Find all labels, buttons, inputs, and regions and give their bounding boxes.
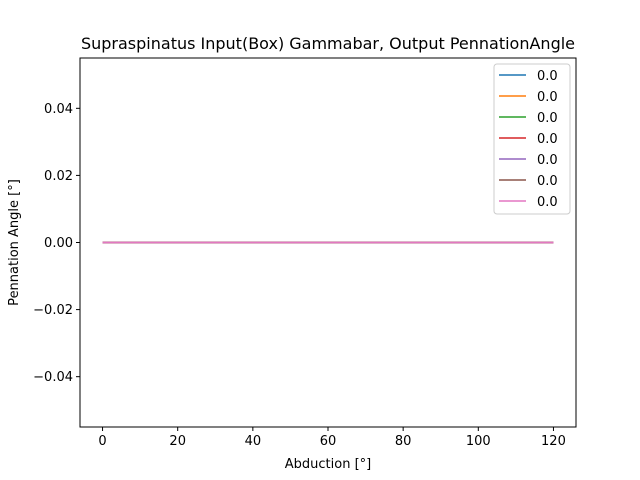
- y-axis-label: Pennation Angle [°]: [7, 179, 22, 306]
- x-tick-label: 20: [169, 434, 186, 449]
- legend-label: 0.0: [537, 111, 558, 126]
- y-tick-label: −0.04: [33, 370, 73, 385]
- y-tick-label: 0.02: [44, 169, 73, 184]
- legend-label: 0.0: [537, 132, 558, 147]
- x-tick-label: 40: [245, 434, 262, 449]
- legend-label: 0.0: [537, 195, 558, 210]
- y-tick-label: −0.02: [33, 303, 73, 318]
- legend-label: 0.0: [537, 69, 558, 84]
- x-tick-label: 60: [320, 434, 337, 449]
- x-tick-label: 0: [98, 434, 106, 449]
- legend: 0.0 0.0 0.0 0.0 0.0 0.0 0.0: [493, 63, 571, 215]
- x-tick-label: 80: [395, 434, 412, 449]
- legend-label: 0.0: [537, 153, 558, 168]
- y-tick-label: 0.04: [44, 102, 73, 117]
- x-tick-label: 100: [466, 434, 491, 449]
- y-axis: −0.04 −0.02 0.00 0.02 0.04: [33, 102, 80, 385]
- legend-label: 0.0: [537, 174, 558, 189]
- chart-title: Supraspinatus Input(Box) Gammabar, Outpu…: [81, 34, 575, 53]
- y-tick-label: 0.00: [44, 236, 73, 251]
- x-tick-label: 120: [541, 434, 566, 449]
- x-axis: 0 20 40 60 80 100 120: [98, 427, 566, 449]
- legend-box: [493, 63, 571, 215]
- legend-label: 0.0: [537, 90, 558, 105]
- x-axis-label: Abduction [°]: [285, 457, 371, 472]
